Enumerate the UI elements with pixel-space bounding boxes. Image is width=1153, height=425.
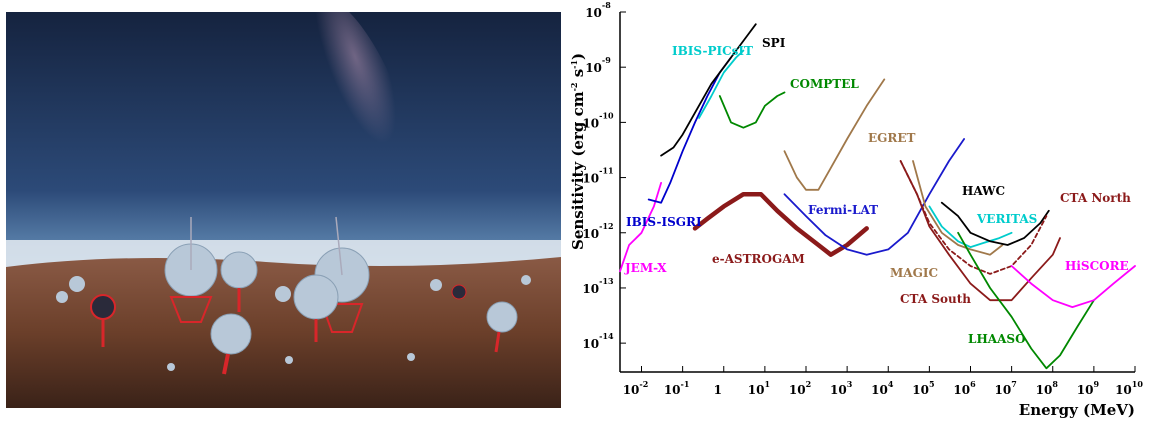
y-tick-exponent: -11 (599, 166, 613, 176)
x-tick-exponent: 1 (764, 379, 770, 389)
x-tick-exponent: 5 (929, 379, 935, 389)
x-tick-exponent: 10 (1132, 379, 1144, 389)
series-line-magic (912, 160, 1004, 256)
series-label-magic: MAGIC (890, 266, 938, 280)
x-tick-label: 102 (789, 379, 811, 397)
y-tick-exponent: -9 (602, 55, 611, 65)
series-label-hawc: HAWC (962, 184, 1005, 198)
series-label-ibis-picsit: IBIS-PICsIT (672, 44, 753, 58)
series-line-hawc (940, 201, 1050, 246)
series-label-fermi-lat: Fermi-LAT (808, 203, 878, 217)
series-label-comptel: COMPTEL (790, 77, 859, 91)
telescope-medium-1 (220, 251, 258, 312)
y-tick-label: 10-8 (585, 0, 611, 20)
x-tick-exponent: 9 (1093, 379, 1099, 389)
y-tick-label: 10-13 (582, 276, 614, 296)
x-tick-label: 1010 (1115, 379, 1143, 397)
telescope-large-1 (164, 217, 218, 323)
y-axis-title-sup2: -1 (569, 60, 579, 69)
series-line-comptel (718, 91, 786, 129)
series-line-hiscore (1010, 265, 1136, 308)
y-axis-title-sup1: -2 (569, 83, 579, 92)
telescope-medium-5 (486, 301, 518, 353)
x-axis-title: Energy (MeV) (1019, 401, 1135, 419)
series-label-hiscore: HiSCORE (1065, 259, 1129, 273)
series-labels: JEM-X IBIS-ISGRI IBIS-PICsIT SPI COMPTEL EGRE… (624, 36, 1131, 346)
series-label-egret: EGRET (868, 131, 916, 145)
series-line-lhaaso (957, 231, 1095, 370)
series-line-fermi-lat (783, 138, 965, 256)
series-line-spi (660, 23, 757, 157)
x-tick-exponent: 8 (1052, 379, 1058, 389)
y-tick-exponent: -14 (599, 331, 614, 341)
series-label-jem-x: JEM-X (624, 261, 667, 275)
series-label-spi: SPI (762, 36, 786, 50)
series-label-cta-north: CTA North (1060, 191, 1131, 205)
series-line-ibis-picsit (698, 49, 745, 119)
y-tick-exponent: -13 (599, 276, 614, 286)
x-tick-exponent: -2 (639, 379, 648, 389)
milky-way (307, 12, 425, 245)
x-tick-label: 107 (994, 379, 1016, 397)
y-tick-label: 10-11 (582, 166, 613, 186)
x-tick-label: 104 (871, 379, 894, 397)
y-axis-title-main: Sensitivity (erg cm (569, 91, 587, 250)
telescope-medium-2 (293, 274, 339, 342)
y-tick-label: 10-12 (582, 221, 613, 241)
x-tick-exponent: -1 (681, 379, 690, 389)
x-tick-label: 10-1 (664, 379, 690, 397)
x-tick-label: 109 (1077, 379, 1100, 397)
series-label-veritas: VERITAS (976, 212, 1037, 226)
series-label-lhaaso: LHAASO (968, 332, 1026, 346)
series-line-veritas (928, 205, 1013, 248)
series-curves (619, 23, 1136, 370)
x-tick-label: 103 (830, 379, 853, 397)
series-line-e-astrogam (692, 191, 869, 257)
y-tick-exponent: -8 (602, 0, 611, 10)
y-axis-title-mid: s (569, 69, 587, 83)
x-tick-label: 105 (912, 379, 934, 397)
x-tick-label: 1 (714, 383, 722, 397)
series-line-cta-north (899, 160, 1048, 275)
x-tick-label: 106 (953, 379, 976, 397)
chart-axes (619, 12, 1135, 373)
y-tick-exponent: -12 (599, 221, 613, 231)
y-axis-title: Sensitivity (erg cm-2 s-1) (569, 53, 587, 250)
x-tick-exponent: 7 (1011, 379, 1017, 389)
series-line-jem-x (619, 182, 662, 273)
x-tick-label: 108 (1036, 379, 1059, 397)
y-tick-label: 10-9 (585, 55, 611, 75)
y-tick-exponent: -10 (599, 110, 614, 120)
x-tick-label: 101 (748, 379, 770, 397)
telescope-small-group (56, 275, 531, 371)
series-label-cta-south: CTA South (900, 292, 971, 306)
series-line-egret (783, 78, 886, 191)
ground (6, 257, 561, 408)
x-tick-exponent: 3 (847, 379, 853, 389)
x-tick-label: 10-2 (623, 379, 649, 397)
series-label-e-astrogam: e-ASTROGAM (712, 252, 805, 266)
telescope-array-photo (6, 12, 561, 408)
x-tick-exponent: 4 (888, 379, 894, 389)
x-tick-exponent: 6 (970, 379, 976, 389)
series-line-ibis-isgri (647, 56, 732, 204)
telescope-medium-4 (90, 294, 116, 347)
y-tick-label: 10-14 (582, 331, 614, 351)
telescope-medium-3 (210, 313, 252, 375)
y-tick-label: 10-10 (582, 110, 614, 130)
y-axis-title-end: ) (569, 53, 587, 60)
x-tick-exponent: 2 (806, 379, 812, 389)
series-label-ibis-isgri: IBIS-ISGRI (626, 215, 702, 229)
series-line-cta-south (899, 160, 1061, 302)
